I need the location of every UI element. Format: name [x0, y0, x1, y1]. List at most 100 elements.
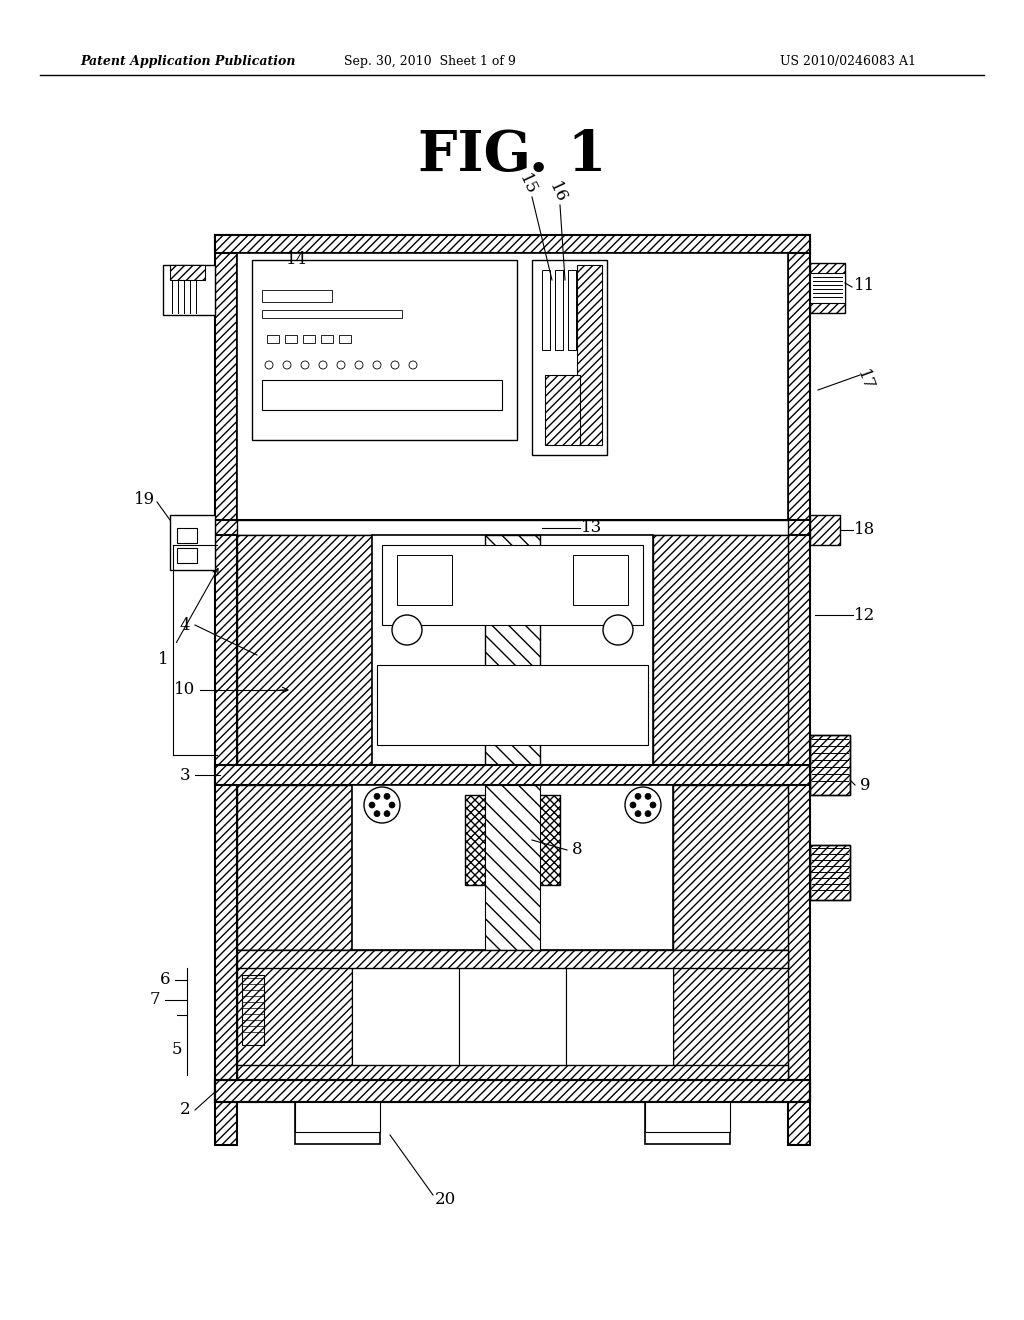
Text: 18: 18 — [854, 521, 876, 539]
Bar — [237, 950, 788, 968]
Text: 14: 14 — [287, 252, 307, 268]
Text: 7: 7 — [150, 991, 161, 1008]
Bar — [577, 265, 602, 445]
Bar — [242, 975, 264, 1045]
Bar — [215, 235, 810, 253]
Text: 11: 11 — [854, 276, 876, 293]
Bar — [215, 1080, 810, 1102]
Bar — [262, 310, 402, 318]
Text: 19: 19 — [134, 491, 156, 508]
Bar — [170, 265, 205, 280]
Circle shape — [635, 810, 641, 817]
Circle shape — [625, 787, 662, 822]
Bar — [645, 1102, 730, 1133]
Bar — [237, 535, 372, 766]
Bar — [459, 950, 566, 1080]
Bar — [532, 260, 607, 455]
Bar — [372, 535, 653, 766]
Bar — [645, 1102, 730, 1144]
Text: 13: 13 — [582, 520, 603, 536]
Circle shape — [319, 360, 327, 370]
Text: 1: 1 — [158, 652, 168, 668]
Bar — [352, 785, 673, 950]
Text: 4: 4 — [179, 616, 190, 634]
Bar — [545, 375, 580, 445]
Circle shape — [391, 360, 399, 370]
Circle shape — [265, 360, 273, 370]
Circle shape — [650, 803, 656, 808]
Circle shape — [645, 810, 651, 817]
Bar — [237, 520, 788, 535]
Circle shape — [645, 793, 651, 800]
Bar — [542, 271, 550, 350]
Bar — [295, 1102, 380, 1133]
Bar — [215, 1080, 810, 1102]
Bar — [788, 235, 810, 1144]
Circle shape — [373, 360, 381, 370]
Circle shape — [301, 360, 309, 370]
Bar — [465, 795, 560, 884]
Text: 8: 8 — [571, 842, 583, 858]
Bar — [377, 665, 648, 744]
Bar — [555, 271, 563, 350]
Text: 20: 20 — [434, 1192, 456, 1209]
Bar — [262, 380, 502, 411]
Bar — [673, 950, 788, 1080]
Bar — [163, 265, 215, 315]
Bar — [810, 845, 850, 900]
Text: US 2010/0246083 A1: US 2010/0246083 A1 — [780, 55, 916, 69]
Text: 9: 9 — [860, 776, 870, 793]
Bar — [267, 335, 279, 343]
Bar — [262, 290, 332, 302]
Bar — [352, 950, 459, 1080]
Bar — [237, 785, 352, 950]
Circle shape — [384, 793, 390, 800]
Bar — [568, 271, 575, 350]
Bar — [566, 950, 673, 1080]
Bar — [177, 528, 197, 543]
Bar — [237, 950, 352, 1080]
Bar — [321, 335, 333, 343]
Circle shape — [364, 787, 400, 822]
Bar — [653, 535, 788, 766]
Bar — [295, 1102, 380, 1144]
Bar — [339, 335, 351, 343]
Text: 10: 10 — [174, 681, 196, 698]
Text: Patent Application Publication: Patent Application Publication — [80, 55, 296, 69]
Circle shape — [409, 360, 417, 370]
Circle shape — [392, 615, 422, 645]
Bar — [215, 766, 810, 785]
Bar — [810, 735, 850, 795]
Bar — [810, 735, 850, 795]
Bar — [237, 1065, 788, 1080]
Circle shape — [389, 803, 395, 808]
Bar — [810, 263, 845, 313]
Bar — [382, 545, 643, 624]
Text: 3: 3 — [179, 767, 190, 784]
Circle shape — [630, 803, 636, 808]
Bar — [177, 548, 197, 564]
Text: FIG. 1: FIG. 1 — [418, 128, 606, 182]
Bar — [215, 520, 810, 535]
Bar — [673, 785, 788, 950]
Bar — [170, 515, 215, 570]
Bar — [303, 335, 315, 343]
Text: 16: 16 — [545, 180, 569, 206]
Bar — [810, 845, 850, 900]
Bar — [810, 515, 840, 545]
Text: 12: 12 — [854, 606, 876, 623]
Text: 5: 5 — [172, 1041, 182, 1059]
Bar — [215, 235, 237, 1144]
Bar — [237, 253, 788, 520]
Bar — [810, 273, 845, 304]
Circle shape — [374, 810, 380, 817]
Circle shape — [603, 615, 633, 645]
Circle shape — [283, 360, 291, 370]
Bar — [485, 785, 540, 950]
Circle shape — [355, 360, 362, 370]
Text: 17: 17 — [853, 367, 877, 393]
Bar — [573, 554, 628, 605]
Text: 2: 2 — [179, 1101, 190, 1118]
Circle shape — [635, 793, 641, 800]
Bar — [285, 335, 297, 343]
